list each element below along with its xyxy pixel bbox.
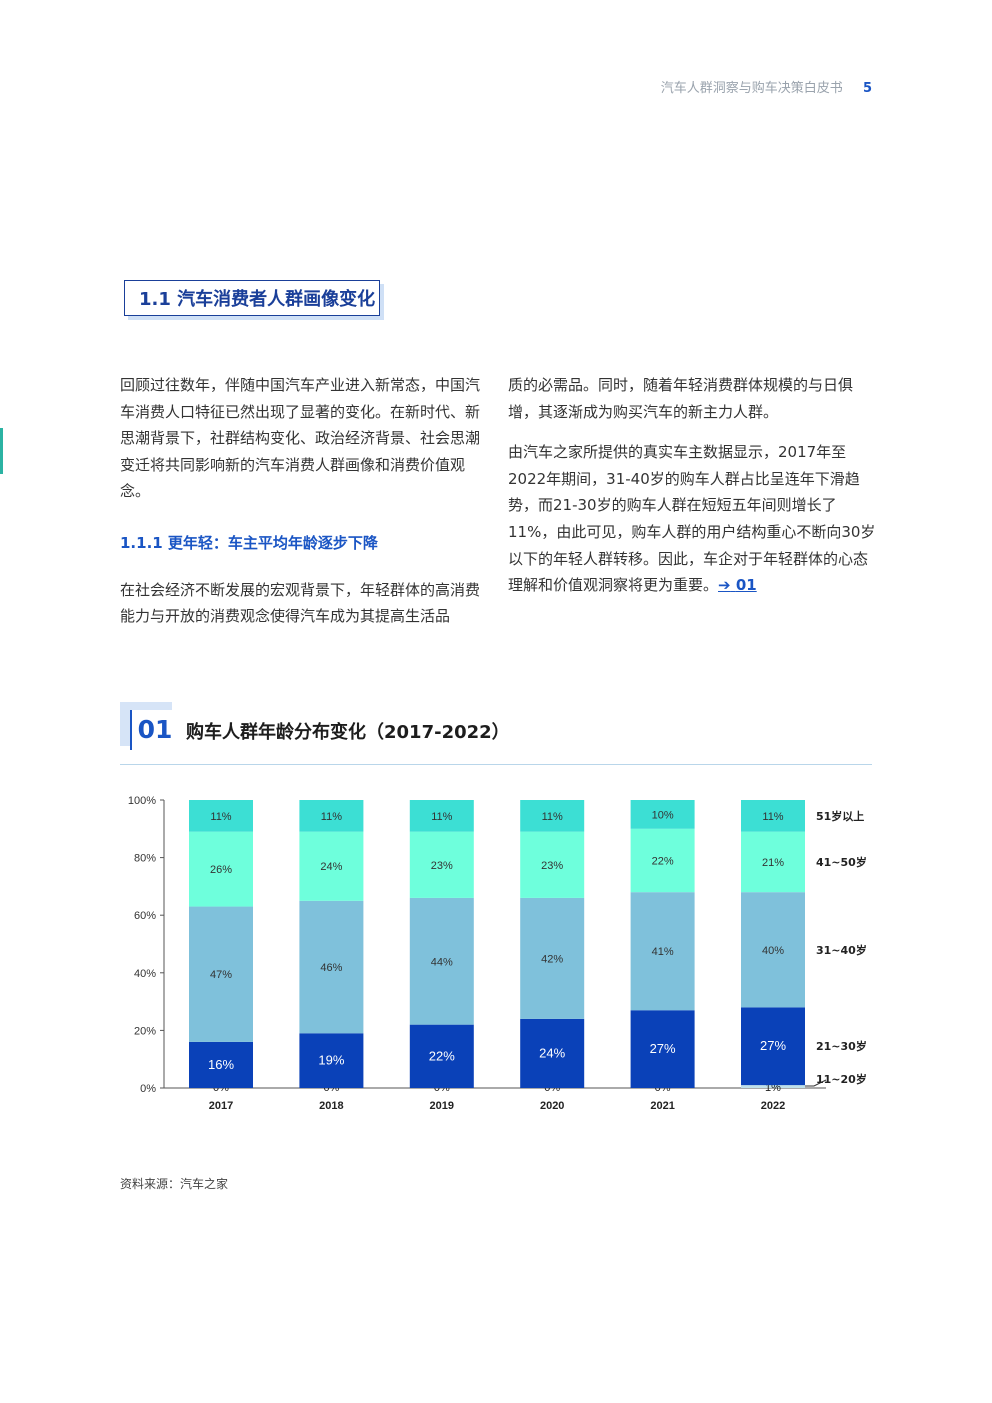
bar-segment xyxy=(741,800,805,832)
x-tick-label: 2020 xyxy=(540,1100,564,1112)
bar-segment xyxy=(189,906,253,1042)
data-label: 22% xyxy=(652,855,674,867)
data-label: 19% xyxy=(318,1053,344,1068)
data-label: 24% xyxy=(539,1045,565,1060)
left-text-column: 回顾过往数年，伴随中国汽车产业进入新常态，中国汽车消费人口特征已然出现了显著的变… xyxy=(120,372,488,630)
data-label: 42% xyxy=(541,953,563,965)
bar-segment xyxy=(409,1024,474,1088)
data-label: 23% xyxy=(541,860,563,872)
bar-segment xyxy=(299,831,364,901)
legend-leader-line xyxy=(805,1079,827,1087)
data-label: 24% xyxy=(320,861,342,873)
bar-segment xyxy=(520,831,585,898)
bar-segment xyxy=(630,828,695,893)
context-paragraph: 在社会经济不断发展的宏观背景下，年轻群体的高消费能力与开放的消费观念使得汽车成为… xyxy=(120,580,481,626)
data-label: 46% xyxy=(320,962,342,974)
data-label: 11% xyxy=(431,811,452,823)
source-note: 资料来源：汽车之家 xyxy=(120,1177,229,1191)
bar-segment xyxy=(189,800,253,832)
data-label: 21% xyxy=(762,857,784,869)
x-tick-label: 2021 xyxy=(650,1100,674,1112)
data-label: 27% xyxy=(650,1041,676,1056)
subsection-title: 1.1.1 更年轻：车主平均年龄逐步下降 xyxy=(120,533,378,552)
x-tick-label: 2022 xyxy=(761,1100,785,1112)
page-header: 汽车人群洞察与购车决策白皮书 5 xyxy=(661,77,872,96)
bar-segment xyxy=(520,1018,585,1088)
data-label: 40% xyxy=(762,945,784,957)
data-paragraph: 由汽车之家所提供的真实车主数据显示，2017年至2022年期间，31-40岁的购… xyxy=(508,439,876,599)
data-label: 11% xyxy=(210,811,231,823)
bar-segment xyxy=(741,892,805,1008)
bar-segment xyxy=(520,800,585,832)
data-paragraph-text: 由汽车之家所提供的真实车主数据显示，2017年至2022年期间，31-40岁的购… xyxy=(508,443,876,595)
bar-segment xyxy=(520,897,585,1019)
data-label: 26% xyxy=(210,864,232,876)
y-tick-label: 80% xyxy=(134,853,156,865)
bar-segment xyxy=(741,831,805,893)
arrow-right-icon: ➔ xyxy=(718,576,731,595)
bar-segment xyxy=(630,1010,695,1088)
data-label: 47% xyxy=(210,969,232,981)
bar-segment xyxy=(630,800,695,829)
figure-divider xyxy=(120,764,872,765)
data-label: 41% xyxy=(652,946,674,958)
intro-paragraph: 回顾过往数年，伴随中国汽车产业进入新常态，中国汽车消费人口特征已然出现了显著的变… xyxy=(120,376,481,501)
bar-segment xyxy=(299,800,364,832)
data-label: 11% xyxy=(321,811,342,823)
data-label: 22% xyxy=(429,1048,455,1063)
y-tick-label: 40% xyxy=(134,968,156,980)
data-label: 44% xyxy=(431,956,453,968)
document-title: 汽车人群洞察与购车决策白皮书 xyxy=(660,81,843,96)
y-tick-label: 20% xyxy=(134,1025,156,1037)
bar-segment xyxy=(409,800,474,832)
figure-reference-number: 01 xyxy=(735,576,757,595)
y-tick-label: 0% xyxy=(140,1083,156,1095)
legend-label: 21~30岁 xyxy=(816,1039,867,1053)
left-edge-accent xyxy=(0,428,3,474)
data-label: 10% xyxy=(652,809,674,821)
data-label: 11% xyxy=(762,811,783,823)
stacked-bar-chart: 0%20%40%60%80%100%0%16%47%26%11%20170%19… xyxy=(128,795,867,1112)
figure-header: 01 购车人群年龄分布变化（2017-2022） xyxy=(120,702,872,766)
legend-label: 31~40岁 xyxy=(816,943,867,957)
y-tick-label: 100% xyxy=(128,795,156,807)
right-text-column: 质的必需品。同时，随着年轻消费群体规模的与日俱增，其逐渐成为购买汽车的新主力人群… xyxy=(508,372,876,599)
y-tick-label: 60% xyxy=(134,910,156,922)
figure-reference-link[interactable]: ➔ 01 xyxy=(718,576,757,594)
bar-segment xyxy=(409,897,474,1025)
data-label: 27% xyxy=(760,1038,786,1053)
data-label: 16% xyxy=(208,1057,234,1072)
bar-segment xyxy=(409,831,474,898)
x-tick-label: 2017 xyxy=(209,1100,233,1112)
page-number: 5 xyxy=(862,81,872,96)
legend-label: 51岁以上 xyxy=(816,809,864,823)
bar-segment xyxy=(299,1033,364,1088)
legend-label: 11~20岁 xyxy=(816,1072,867,1086)
continuation-paragraph: 质的必需品。同时，随着年轻消费群体规模的与日俱增，其逐渐成为购买汽车的新主力人群… xyxy=(508,376,854,421)
bar-segment xyxy=(630,892,695,1011)
figure-number: 01 xyxy=(130,710,178,750)
section-heading: 1.1 汽车消费者人群画像变化 xyxy=(124,280,380,316)
bar-segment xyxy=(741,1007,805,1086)
figure-title: 购车人群年龄分布变化（2017-2022） xyxy=(186,722,510,743)
x-tick-label: 2019 xyxy=(430,1100,454,1112)
legend-label: 41~50岁 xyxy=(816,855,867,869)
bar-segment xyxy=(189,1041,253,1088)
data-label: 23% xyxy=(431,860,453,872)
bar-segment xyxy=(189,831,253,907)
section-title: 1.1 汽车消费者人群画像变化 xyxy=(139,289,376,310)
data-label: 11% xyxy=(542,811,563,823)
bar-segment xyxy=(299,900,364,1034)
x-tick-label: 2018 xyxy=(319,1100,343,1112)
